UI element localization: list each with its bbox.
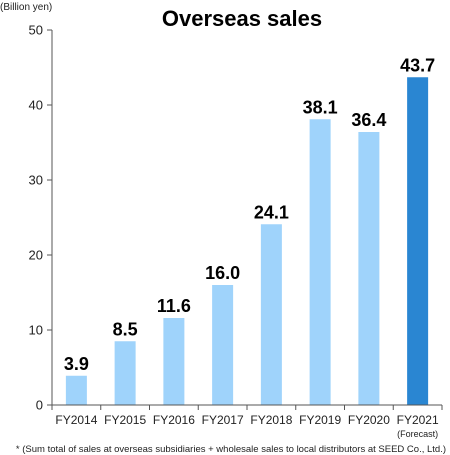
y-tick-label: 40	[29, 98, 43, 113]
bar-fy2014	[65, 375, 87, 405]
x-tick-label: FY2020	[348, 413, 390, 427]
bar-fy2018	[260, 224, 282, 405]
bars	[65, 77, 429, 405]
x-tick-label: FY2016	[153, 413, 195, 427]
bar-fy2021	[407, 77, 429, 405]
x-tick-label: FY2021	[397, 413, 439, 427]
x-tick-label: FY2014	[55, 413, 97, 427]
x-axis: FY2014 FY2015 FY2016 FY2017 FY2018 FY2019 FY20…	[51, 404, 443, 439]
y-unit-label: (Billion yen)	[0, 2, 52, 13]
x-tick-label: FY2018	[250, 413, 292, 427]
y-tick-label: 20	[29, 248, 43, 263]
bar-fy2016	[163, 318, 185, 405]
value-label-fy2018: 24.1	[254, 202, 289, 222]
chart-title: Overseas sales	[162, 6, 322, 31]
y-tick-label: 30	[29, 173, 43, 188]
y-tick-label: 50	[29, 23, 43, 38]
y-tick-label: 10	[29, 323, 43, 338]
bar-fy2020	[358, 132, 380, 405]
bar-fy2015	[114, 341, 136, 405]
value-label-fy2019: 38.1	[303, 97, 338, 117]
x-tick-label: FY2017	[202, 413, 244, 427]
x-tick-label: FY2015	[104, 413, 146, 427]
value-label-fy2020: 36.4	[351, 110, 386, 130]
x-tick-label: FY2019	[299, 413, 341, 427]
value-label-fy2016: 11.6	[157, 296, 191, 316]
value-label-fy2014: 3.9	[64, 354, 89, 374]
forecast-note: (Forecast)	[397, 429, 438, 439]
value-label-fy2015: 8.5	[113, 319, 138, 339]
value-label-fy2017: 16.0	[205, 263, 240, 283]
footnote: * (Sum total of sales at overseas subsid…	[16, 444, 446, 455]
value-labels: 3.9 8.5 11.6 16.0 24.1 38.1 36.4 43.7	[64, 55, 435, 374]
bar-fy2017	[212, 285, 234, 405]
y-axis: 0 10 20 30 40 50	[29, 23, 53, 413]
value-label-fy2021: 43.7	[400, 55, 435, 75]
y-tick-label: 0	[36, 398, 43, 413]
bar-fy2019	[309, 119, 331, 405]
